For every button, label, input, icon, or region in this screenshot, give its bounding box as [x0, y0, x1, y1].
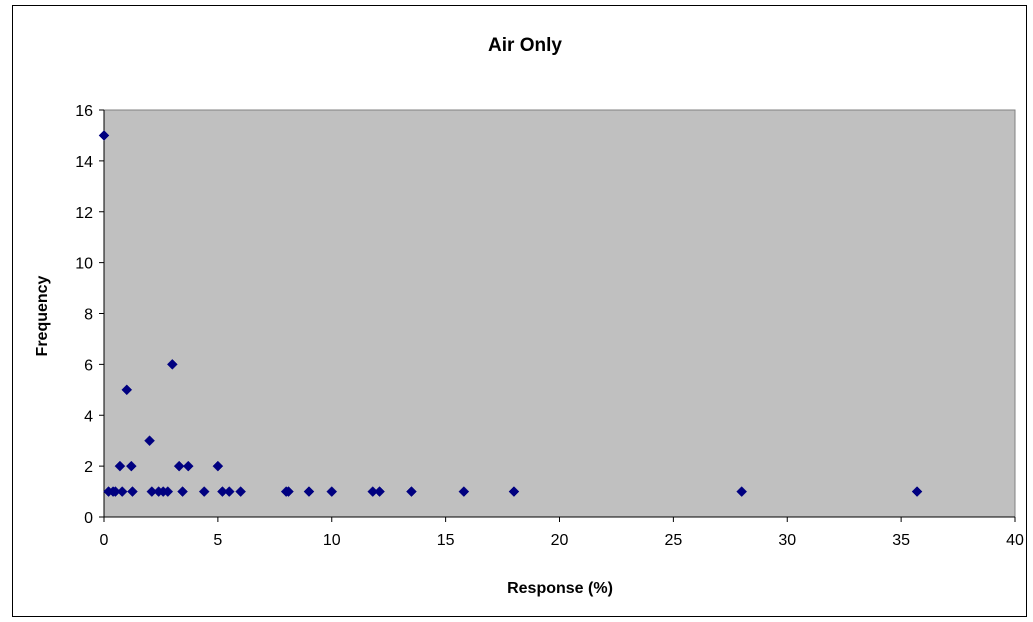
data-point [198, 486, 210, 497]
y-axis-ticks: 0 2 4 6 8 10 12 14 16 [75, 103, 104, 527]
y-tick-label: 4 [84, 408, 93, 425]
data-point [177, 486, 188, 497]
data-point [173, 460, 185, 472]
data-point [116, 486, 128, 497]
data-point [166, 359, 178, 370]
y-tick-label: 12 [75, 205, 93, 222]
plot-area [103, 109, 1016, 518]
data-point [212, 460, 224, 472]
data-point [127, 486, 138, 497]
x-tick-label: 0 [100, 532, 109, 549]
data-point [144, 435, 155, 447]
y-tick-label: 10 [75, 256, 93, 273]
data-point [303, 486, 315, 497]
y-axis-title: Frequency [34, 275, 51, 356]
x-axis-ticks: 0 5 10 15 20 25 30 35 40 [100, 517, 1024, 549]
data-point [458, 486, 470, 497]
x-tick-label: 5 [213, 532, 222, 549]
data-point [223, 486, 235, 497]
x-tick-label: 20 [551, 532, 569, 549]
data-points [98, 130, 923, 497]
x-tick-label: 10 [323, 532, 341, 549]
x-tick-label: 40 [1006, 532, 1024, 549]
x-tick-label: 35 [892, 532, 910, 549]
data-point [508, 486, 520, 497]
data-point [182, 460, 194, 472]
data-point [406, 486, 417, 497]
data-point [736, 486, 748, 497]
y-tick-label: 0 [84, 510, 93, 527]
x-axis-title: Response (%) [507, 580, 613, 597]
data-point [162, 486, 174, 497]
chart-title: Air Only [488, 35, 562, 56]
y-tick-label: 2 [84, 459, 93, 476]
data-point [235, 486, 247, 497]
data-point [125, 460, 137, 472]
y-tick-label: 8 [84, 307, 93, 324]
y-tick-label: 14 [75, 154, 93, 171]
data-point [326, 486, 338, 497]
data-point [121, 384, 133, 396]
y-tick-label: 6 [84, 357, 93, 374]
data-point [911, 486, 923, 497]
y-tick-label: 16 [75, 103, 93, 120]
data-point [114, 460, 126, 472]
data-point [374, 486, 385, 497]
x-tick-label: 25 [664, 532, 682, 549]
data-point [98, 130, 110, 141]
x-tick-label: 15 [437, 532, 455, 549]
x-tick-label: 30 [778, 532, 796, 549]
data-point [283, 486, 294, 497]
